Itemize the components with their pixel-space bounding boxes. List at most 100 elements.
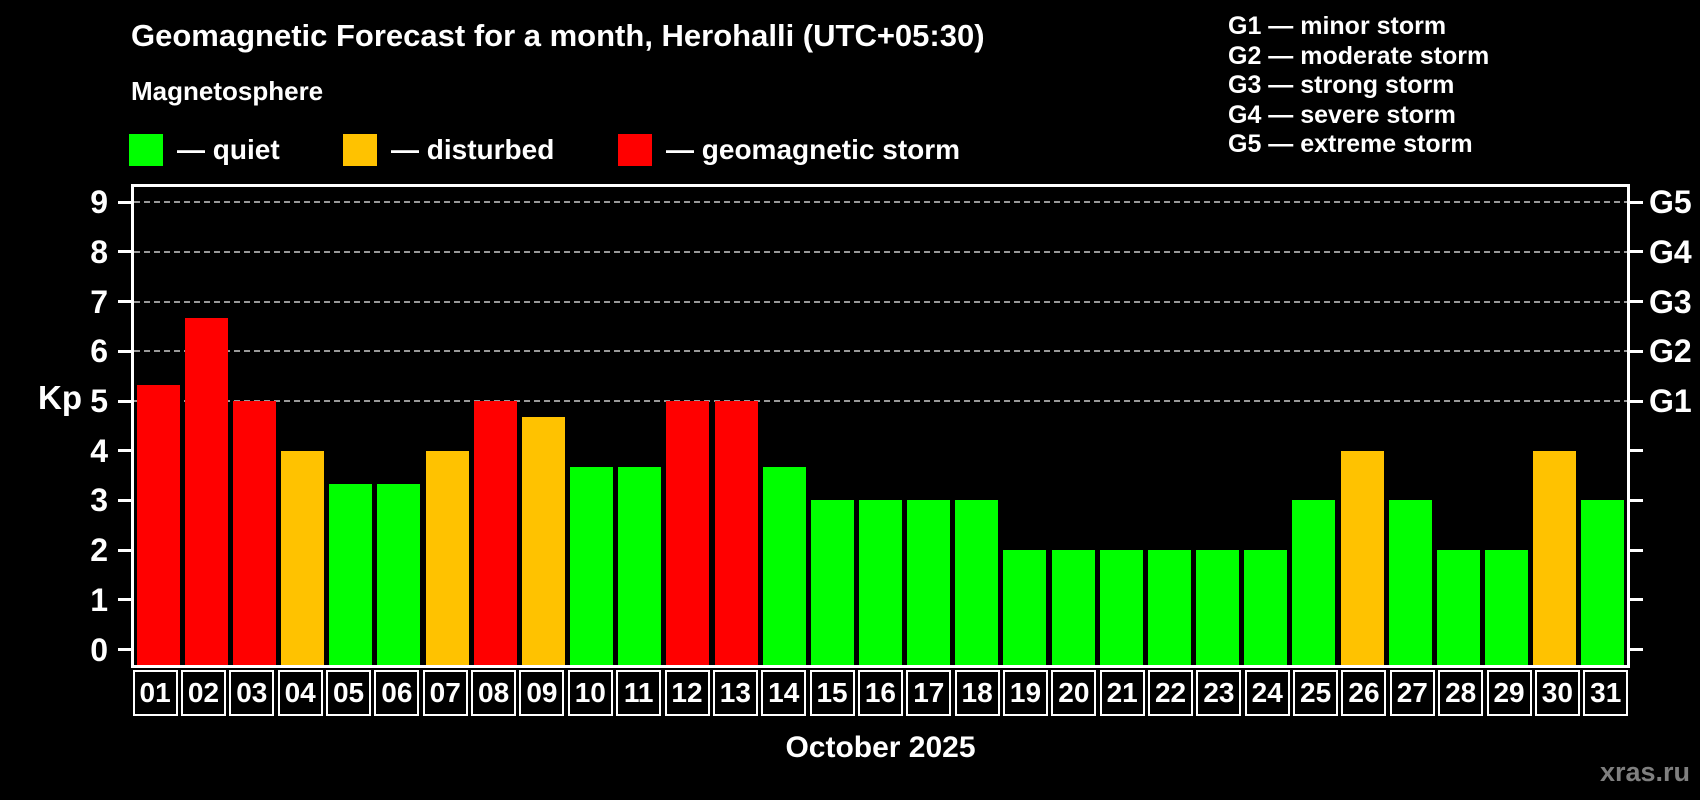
legend-item-disturbed: — disturbed	[343, 133, 554, 167]
y-tick-2	[118, 548, 131, 552]
y-tick-label-6: 6	[90, 333, 108, 370]
day-label-10: 10	[567, 670, 613, 716]
day-label-22: 22	[1148, 670, 1194, 716]
bar-day-11	[618, 467, 662, 665]
day-label-18: 18	[954, 670, 1000, 716]
day-label-05: 05	[326, 670, 372, 716]
y-tick-label-5: 5	[90, 383, 108, 419]
legend-label-quiet: — quiet	[177, 134, 280, 165]
bar-day-09	[521, 417, 565, 665]
page-title: Geomagnetic Forecast for a month, Heroha…	[131, 18, 985, 53]
day-label-29: 29	[1486, 670, 1532, 716]
gridline-kp8	[134, 250, 1627, 253]
day-label-21: 21	[1099, 670, 1145, 716]
right-tick-6	[1630, 349, 1643, 353]
bar-day-20	[1051, 550, 1095, 665]
day-label-20: 20	[1051, 670, 1097, 716]
right-tick-0	[1630, 648, 1643, 651]
y-tick-5	[118, 399, 131, 403]
y-tick-label-0: 0	[90, 631, 108, 668]
bar-day-01	[136, 384, 180, 665]
bar-day-19	[1003, 550, 1047, 665]
storm-scale-g2: G2 — moderate storm	[1228, 41, 1490, 70]
bar-day-21	[1099, 550, 1143, 665]
day-label-31: 31	[1583, 670, 1629, 716]
day-label-02: 02	[180, 670, 226, 716]
bar-day-27	[1388, 500, 1432, 665]
x-axis-day-labels: 01 02 03 04 05 06 07 08 09 10 11 12 13 14 15 16 17 18 19 20…	[131, 668, 1630, 720]
y-tick-1	[118, 598, 131, 602]
day-label-04: 04	[277, 670, 323, 716]
day-label-15: 15	[809, 670, 855, 716]
x-axis-title: October 2025	[785, 731, 976, 764]
day-label-12: 12	[664, 670, 710, 716]
gridline-kp7	[134, 300, 1627, 303]
y-tick-label-4: 4	[90, 432, 108, 469]
bar-day-26	[1340, 450, 1384, 665]
right-axis-label-g3: G3	[1649, 283, 1692, 320]
y-tick-label-9: 9	[90, 184, 108, 221]
bar-day-23	[1196, 550, 1240, 665]
right-axis-label-g1: G1	[1649, 383, 1692, 419]
bar-day-17	[907, 500, 951, 665]
y-axis-label: Kp	[38, 379, 82, 416]
y-tick-label-3: 3	[90, 482, 108, 519]
right-axis-label-g5: G5	[1649, 184, 1692, 221]
storm-scale-g3: G3 — strong storm	[1228, 71, 1455, 100]
y-tick-8	[118, 250, 131, 254]
bar-day-05	[329, 484, 373, 665]
day-label-07: 07	[422, 670, 468, 716]
right-tick-7	[1630, 300, 1643, 304]
legend-item-storm: — geomagnetic storm	[618, 133, 960, 167]
legend-item-quiet: — quiet	[129, 133, 280, 167]
bar-day-07	[425, 450, 469, 665]
storm-color-swatch	[618, 134, 652, 166]
bar-day-08	[473, 401, 517, 665]
day-label-08: 08	[471, 670, 517, 716]
y-tick-3	[118, 498, 131, 502]
storm-scale-g4: G4 — severe storm	[1228, 100, 1456, 129]
right-tick-5	[1630, 399, 1643, 403]
right-tick-9	[1630, 200, 1643, 204]
gridline-kp9	[134, 201, 1627, 204]
day-label-16: 16	[857, 670, 903, 716]
day-label-09: 09	[519, 670, 565, 716]
bar-day-25	[1292, 500, 1336, 665]
bar-day-10	[570, 467, 614, 665]
right-tick-8	[1630, 250, 1643, 254]
day-label-03: 03	[229, 670, 275, 716]
storm-scale-g5: G5 — extreme storm	[1228, 130, 1473, 159]
day-label-19: 19	[1002, 670, 1048, 716]
right-axis-label-g4: G4	[1649, 233, 1692, 270]
right-axis-label-g2: G2	[1649, 333, 1692, 370]
bar-day-14	[762, 467, 806, 665]
bar-day-28	[1436, 550, 1480, 665]
day-label-06: 06	[374, 670, 420, 716]
bar-day-04	[281, 450, 325, 665]
legend-label-storm: — geomagnetic storm	[666, 134, 961, 165]
day-label-14: 14	[761, 670, 807, 716]
bar-day-06	[377, 484, 421, 665]
day-label-13: 13	[712, 670, 758, 716]
y-tick-9	[118, 200, 131, 204]
day-label-28: 28	[1438, 670, 1484, 716]
bar-day-12	[666, 401, 710, 665]
day-label-01: 01	[132, 670, 178, 716]
right-tick-4	[1630, 449, 1643, 453]
day-label-11: 11	[616, 670, 662, 716]
right-tick-2	[1630, 548, 1643, 552]
y-tick-label-7: 7	[90, 283, 108, 320]
bar-day-03	[232, 401, 276, 665]
bar-day-02	[184, 318, 228, 665]
y-tick-label-8: 8	[90, 233, 108, 270]
day-label-24: 24	[1244, 670, 1290, 716]
day-label-25: 25	[1293, 670, 1339, 716]
bar-day-18	[955, 500, 999, 665]
day-label-26: 26	[1341, 670, 1387, 716]
quiet-color-swatch	[129, 134, 163, 166]
y-tick-4	[118, 449, 131, 453]
bar-day-22	[1147, 550, 1191, 665]
day-label-30: 30	[1534, 670, 1580, 716]
chart-subtitle: Magnetosphere	[131, 76, 324, 106]
gridline-kp6	[134, 350, 1627, 353]
